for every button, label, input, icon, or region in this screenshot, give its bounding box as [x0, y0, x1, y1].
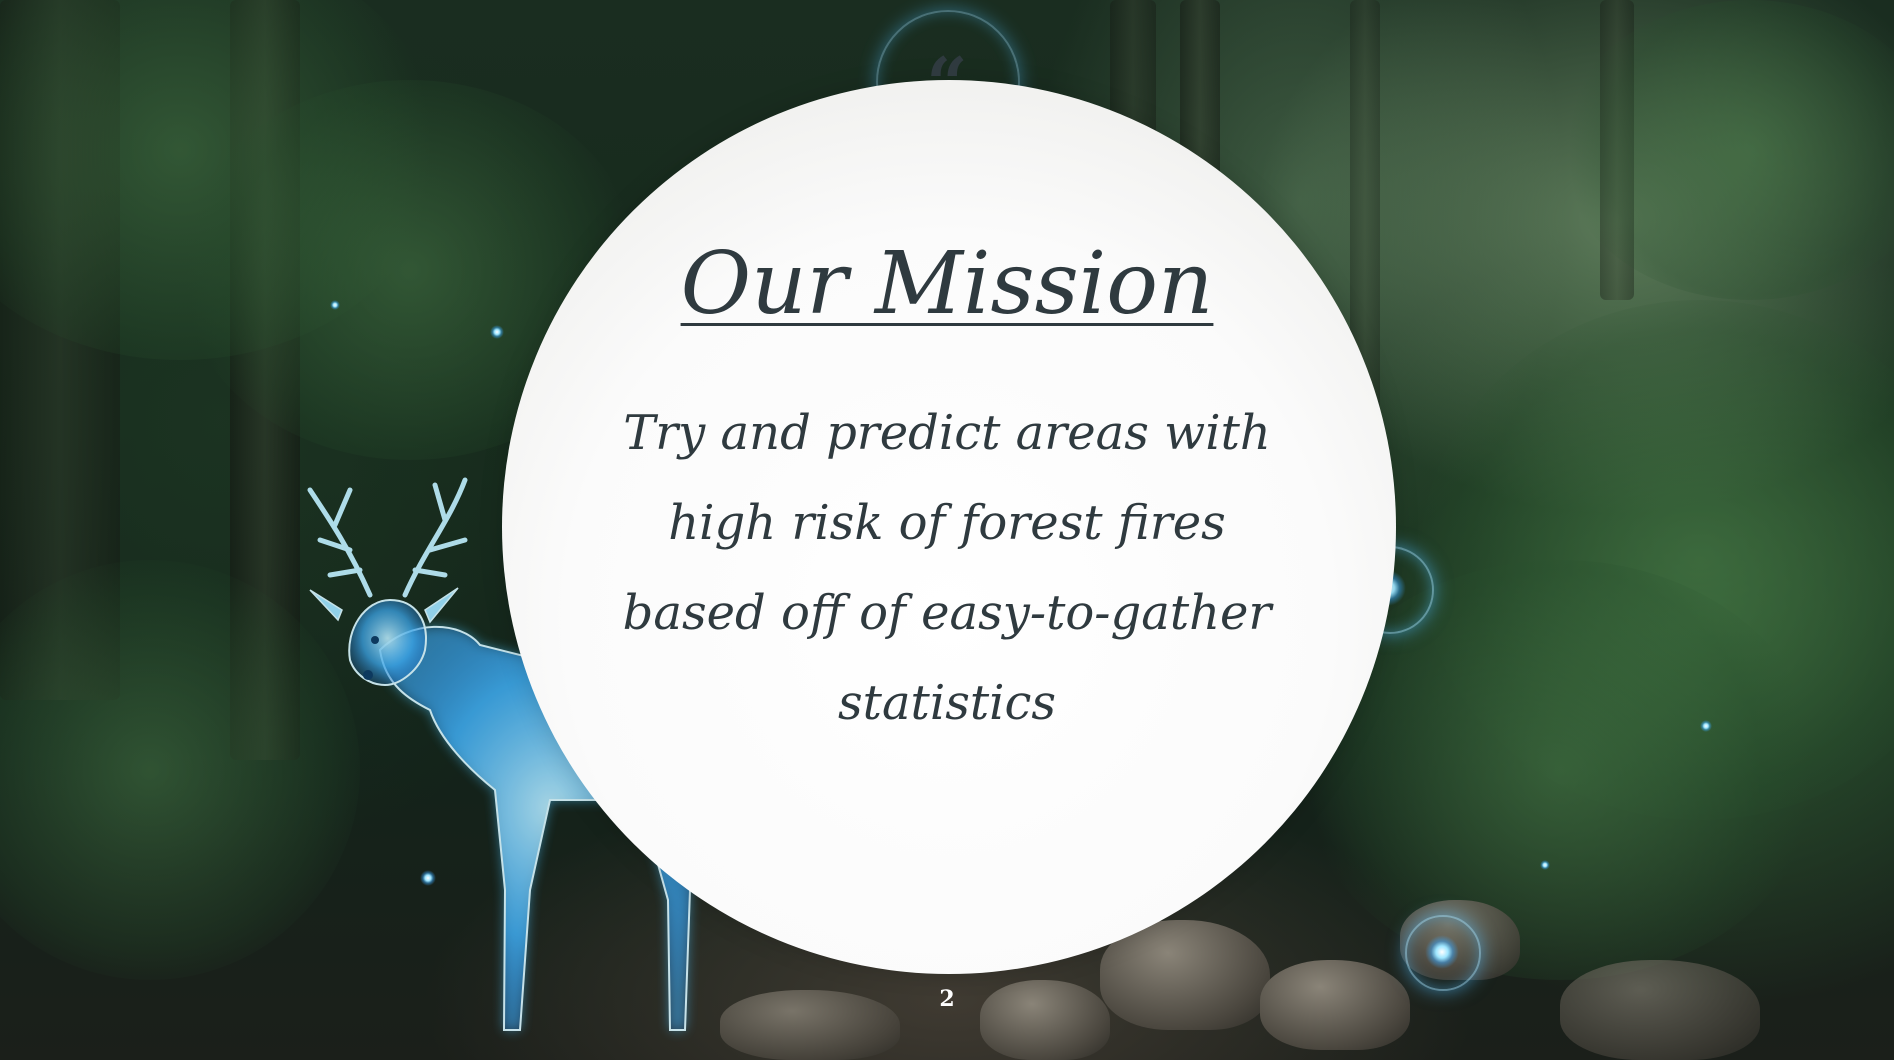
page-number: 2: [939, 986, 955, 1012]
glowing-orb-icon: [1405, 915, 1481, 991]
mission-statement: Try and predict areas with high risk of …: [622, 405, 1272, 731]
mission-circle: [502, 80, 1396, 974]
mission-title: Our Mission: [680, 234, 1214, 334]
quote-icon: “: [926, 41, 968, 126]
